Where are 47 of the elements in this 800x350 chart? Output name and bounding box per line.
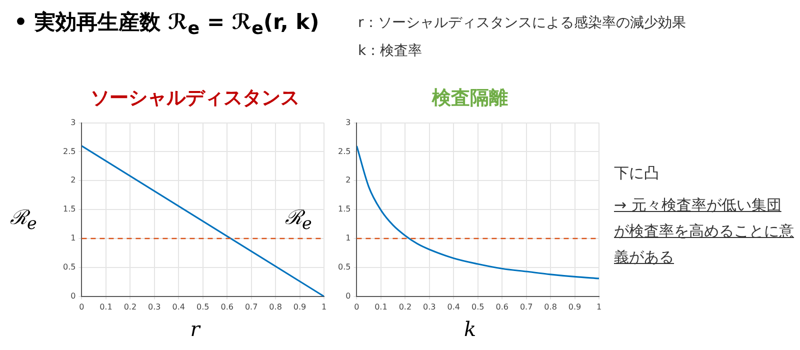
y-axis-title: ℛ$_{e}$ — [10, 204, 37, 233]
y-tick-label: 2 — [70, 176, 76, 185]
x-tick-label: 0.4 — [172, 302, 185, 312]
x-tick-label: 0.5 — [196, 302, 210, 312]
y-tick-label: 2.5 — [338, 146, 351, 156]
x-tick-label: 0 — [79, 302, 84, 312]
x-tick-label: 0.2 — [124, 302, 137, 312]
text: r：ソーシャルディスタンスによる感染率の減少効果 — [358, 14, 686, 32]
x-tick-label: 0.1 — [374, 302, 388, 312]
y-tick-label: 0 — [346, 291, 351, 300]
y-tick-label: 1 — [346, 234, 351, 243]
text: → 元々検査率が低い集団が検査率を高めることに意義がある — [614, 195, 794, 268]
x-tick-label: 0.9 — [568, 302, 582, 312]
x-tick-label: 0.8 — [269, 302, 282, 312]
x-tick-label: 0.1 — [100, 302, 112, 312]
x-tick-label: 0.7 — [520, 302, 533, 312]
y-tick-label: 0 — [70, 291, 76, 300]
y-tick-label: 0.5 — [338, 262, 351, 272]
y-tick-label: 0.5 — [62, 262, 76, 272]
y-axis-title: ℛ$_{e}$ — [285, 204, 312, 233]
chart-title: ソーシャルディスタンス — [90, 86, 300, 111]
x-tick-label: 0.8 — [544, 302, 557, 312]
text: 下に凸 — [614, 163, 660, 184]
chart-title: 検査隔離 — [430, 86, 509, 111]
y-tick-label: 2.5 — [62, 146, 76, 156]
x-tick-label: 0.9 — [293, 302, 306, 312]
x-tick-label: 0.6 — [496, 302, 508, 312]
y-tick-label: 3 — [346, 118, 351, 127]
y-tick-label: 2 — [346, 176, 351, 185]
x-tick-label: 0.4 — [447, 302, 460, 312]
x-tick-label: 0.7 — [244, 302, 258, 312]
x-tick-label: 1 — [321, 302, 327, 312]
x-tick-label: 1 — [596, 302, 602, 312]
x-tick-label: 0.2 — [398, 302, 412, 312]
x-tick-label: 0 — [354, 302, 360, 312]
y-tick-label: 1.5 — [62, 204, 76, 214]
x-axis-title: k — [462, 317, 478, 341]
x-tick-label: 0.5 — [471, 302, 484, 312]
x-tick-label: 0.6 — [220, 302, 234, 312]
x-tick-label: 0.3 — [148, 302, 161, 312]
text: k：検査率 — [358, 42, 422, 60]
y-tick-label: 3 — [70, 118, 76, 127]
text: • 実効再生産数 ℛ$_{e}$ = ℛ$_{e}$(r, k) — [14, 9, 320, 40]
x-axis-title: r — [189, 317, 202, 341]
y-tick-label: 1.5 — [338, 204, 351, 214]
y-tick-label: 1 — [70, 234, 76, 243]
x-tick-label: 0.3 — [423, 302, 436, 312]
